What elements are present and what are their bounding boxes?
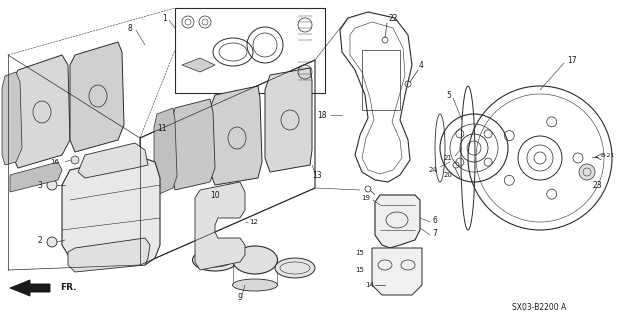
Text: 18: 18 (317, 110, 327, 119)
Text: 1: 1 (163, 13, 167, 22)
Text: 16: 16 (51, 159, 59, 165)
Ellipse shape (275, 258, 315, 278)
Circle shape (47, 180, 57, 190)
Text: 3: 3 (37, 180, 42, 189)
Polygon shape (10, 280, 50, 296)
Text: 22: 22 (388, 13, 397, 22)
Text: 2: 2 (37, 236, 42, 244)
Polygon shape (265, 68, 312, 172)
Bar (175, 8, 325, 93)
Ellipse shape (233, 246, 278, 274)
Polygon shape (10, 162, 62, 192)
Text: SX03-B2200 A: SX03-B2200 A (512, 303, 566, 313)
Circle shape (47, 237, 57, 247)
Text: 8: 8 (128, 23, 132, 33)
Text: 6: 6 (432, 215, 437, 225)
Text: 24: 24 (429, 167, 437, 173)
Bar (362, 50, 400, 110)
Polygon shape (210, 86, 262, 185)
Text: 15: 15 (356, 250, 364, 256)
Text: 4: 4 (419, 60, 424, 69)
Text: 11: 11 (157, 124, 167, 132)
Text: 12: 12 (250, 219, 258, 225)
Text: 20: 20 (444, 172, 452, 178)
Polygon shape (70, 42, 124, 152)
Polygon shape (375, 195, 420, 248)
Text: 13: 13 (312, 171, 322, 180)
Text: 19: 19 (361, 195, 371, 201)
Text: 21: 21 (444, 155, 452, 161)
Polygon shape (2, 72, 22, 165)
Text: 15: 15 (356, 267, 364, 273)
Polygon shape (172, 99, 215, 190)
Text: 7: 7 (432, 228, 437, 237)
Ellipse shape (192, 249, 238, 271)
Text: 17: 17 (567, 55, 577, 65)
Polygon shape (195, 182, 245, 270)
Text: 23: 23 (592, 180, 602, 189)
Text: FR.: FR. (60, 284, 77, 292)
Circle shape (579, 164, 595, 180)
Text: 10: 10 (210, 190, 220, 199)
Polygon shape (182, 58, 215, 72)
Polygon shape (68, 238, 150, 272)
Polygon shape (372, 248, 422, 295)
Ellipse shape (233, 279, 278, 291)
Text: 9: 9 (238, 293, 243, 302)
Text: B-21: B-21 (600, 153, 615, 157)
Polygon shape (12, 55, 70, 168)
Polygon shape (154, 108, 177, 195)
Text: 5: 5 (447, 91, 451, 100)
Text: 14: 14 (366, 282, 374, 288)
Polygon shape (78, 143, 148, 178)
Polygon shape (62, 155, 160, 265)
Circle shape (71, 156, 79, 164)
